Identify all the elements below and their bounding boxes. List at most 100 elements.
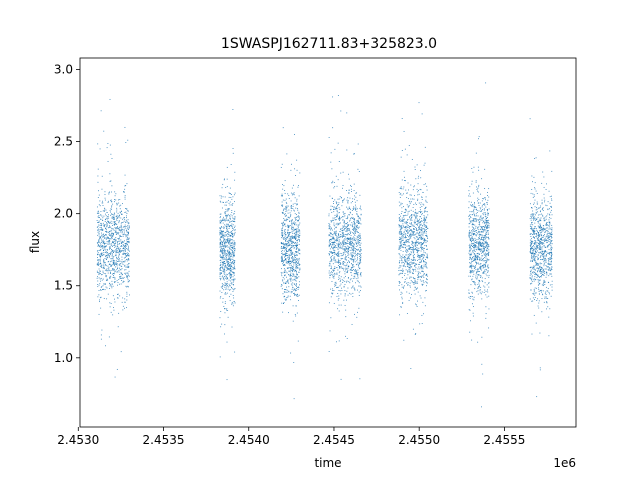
data-point [336,215,338,217]
data-point [282,311,284,313]
data-point [231,198,233,200]
data-point [299,235,300,236]
data-point [484,265,486,267]
data-point [341,258,343,260]
data-point [356,200,358,202]
data-point [101,253,103,254]
data-point [332,248,334,250]
data-point [332,243,334,245]
data-point [356,220,358,222]
data-point [468,252,470,254]
data-point [426,282,428,284]
data-point [330,235,332,237]
data-point [223,248,225,250]
data-point [287,281,289,283]
data-point [291,187,293,189]
data-point [291,260,293,262]
data-point [116,242,118,244]
data-point [422,228,424,230]
data-point [114,260,116,262]
data-point [291,227,293,228]
data-point [358,244,360,246]
data-point [104,225,106,226]
data-point [228,269,230,271]
data-point [233,279,235,281]
data-point [122,241,124,243]
data-point [426,263,428,265]
data-point [284,229,286,230]
data-point [229,255,231,256]
data-point [223,289,225,291]
data-point [231,212,233,213]
data-point [474,206,476,208]
data-point [101,202,103,204]
data-point [99,301,100,303]
data-point [402,244,404,246]
data-point [413,186,415,188]
data-point [399,245,401,247]
data-point [226,267,228,269]
data-point [340,222,341,224]
data-point [110,211,111,213]
data-point [224,286,226,288]
data-point [328,213,330,215]
data-point [344,304,346,306]
data-point [113,261,115,263]
data-point [351,242,353,244]
data-point [342,171,344,173]
data-point [295,217,296,219]
data-point [330,221,332,223]
data-point [292,252,294,254]
data-point [113,224,115,226]
data-point [97,211,99,213]
data-point [118,243,120,245]
data-point [296,264,298,266]
data-point [482,267,484,269]
data-point [115,251,117,253]
data-point [108,234,110,236]
data-point [110,311,112,313]
data-point [110,238,112,240]
data-point [423,222,425,224]
data-point [354,269,356,270]
data-point [119,236,121,237]
data-point [294,213,296,215]
data-point [281,256,283,258]
data-point [351,258,353,260]
data-point [331,245,332,247]
data-point [119,276,121,277]
data-point [287,231,288,233]
data-point [474,258,476,260]
data-point [414,166,416,168]
data-point [282,280,284,282]
data-point [400,231,402,233]
data-point [227,238,229,239]
data-point [420,247,422,248]
data-point [407,256,409,258]
data-point [487,289,488,291]
data-point [290,252,292,254]
data-point [291,241,293,243]
data-point [335,234,337,236]
data-point [344,261,346,263]
data-point [285,299,287,301]
data-point [288,267,290,269]
data-point [404,214,406,216]
data-point [340,234,341,236]
data-point [219,230,221,232]
data-point [104,262,106,263]
data-point [225,287,227,289]
data-point [126,275,128,277]
data-point [472,315,474,317]
data-point [338,215,340,217]
data-point [289,260,291,262]
data-point [220,216,222,218]
data-point [109,255,111,257]
data-point [284,190,286,191]
data-point [337,239,339,241]
data-point [296,267,298,269]
data-point [342,187,343,189]
data-point [297,286,299,288]
data-point [106,268,108,270]
data-point [477,190,478,192]
